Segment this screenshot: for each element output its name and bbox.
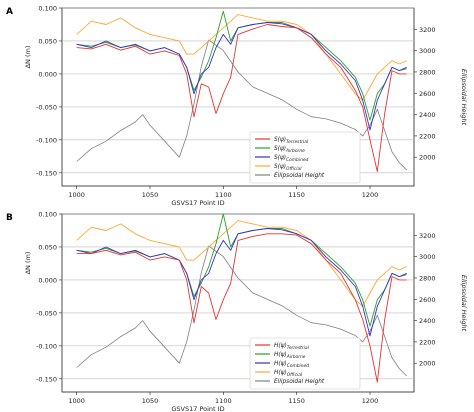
y2-tick-label: 3200	[419, 232, 436, 240]
y2-tick-label: 2200	[419, 132, 436, 140]
y2-tick-label: 2200	[419, 338, 436, 346]
legend-label-sub: Terrestrial	[286, 139, 309, 145]
legend-label-main: H(ψ)	[274, 370, 287, 376]
series-line-terrestrial	[76, 233, 407, 383]
y2-tick-label: 2600	[419, 296, 436, 304]
x-axis-label: GSVS17 Point ID	[171, 405, 224, 412]
legend-label-main: Ellipsoidal Height	[274, 379, 325, 385]
y2-tick-label: 2600	[419, 90, 436, 98]
y-tick-label: -0.050	[36, 309, 57, 317]
series-line-combined	[76, 228, 407, 337]
series-line-official	[76, 220, 407, 307]
legend-label: S(ψ)Official	[274, 164, 302, 172]
legend-label-sub: Airborne	[285, 148, 305, 154]
x-tick-label: 1150	[288, 191, 305, 199]
x-tick-label: 1150	[288, 397, 305, 405]
y-tick-label: 0.050	[38, 243, 57, 251]
x-tick-label: 1050	[142, 191, 159, 199]
y2-tick-label: 3200	[419, 26, 436, 34]
y-tick-label: -0.100	[36, 342, 57, 350]
y2-tick-label: 2400	[419, 317, 436, 325]
legend-box	[249, 131, 361, 184]
y2-tick-label: 2000	[419, 360, 436, 368]
series-line-terrestrial	[76, 24, 407, 172]
series-line-ellipsoidal-height	[76, 39, 407, 171]
legend-label: S(ψ)Terrestrial	[274, 137, 309, 145]
y-tick-label: -0.100	[36, 136, 57, 144]
y2-tick-label: 2000	[419, 154, 436, 162]
y2-axis-label: Ellipsoidal Height	[460, 275, 468, 332]
x-tick-label: 1200	[362, 191, 379, 199]
y-tick-label: 0.100	[38, 5, 57, 13]
legend-label-main: S(ψ)	[274, 146, 286, 152]
x-tick-label: 1000	[68, 397, 85, 405]
legend-label-main: S(ψ)	[274, 164, 286, 170]
chart-panel-b: B 0.100 0.050 0.000 -0.050 -0.100 -0.150 3200 30…	[6, 211, 468, 412]
panel-label: A	[6, 7, 13, 17]
legend-label-main: H(ψ)	[274, 361, 287, 367]
chart-panel-a: A 0.100 0.050 0.000 -0.050 -0.100 -0.150 3200 30…	[6, 5, 468, 208]
x-tick-label: 1200	[362, 397, 379, 405]
x-tick-label: 1000	[68, 191, 85, 199]
y2-tick-label: 2400	[419, 111, 436, 119]
x-tick-label: 1100	[215, 191, 232, 199]
legend-label-sub: Combined	[286, 157, 309, 163]
y2-tick-label: 3000	[419, 253, 436, 261]
legend-label-sub: Combined	[287, 363, 310, 369]
x-axis-label: GSVS17 Point ID	[171, 199, 224, 207]
y-axis-label: ΔN (m)	[24, 252, 32, 275]
y-tick-label: 0.000	[38, 70, 57, 78]
legend-label-main: S(ψ)	[274, 155, 286, 161]
y-tick-label: -0.050	[36, 103, 57, 111]
y-tick-label: 0.050	[38, 37, 57, 45]
legend-label: H(ψ)Terrestrial	[274, 343, 310, 351]
legend-label-main: Ellipsoidal Height	[274, 173, 325, 179]
panel-label: B	[6, 213, 13, 223]
legend-label-main: S(ψ)	[274, 137, 286, 143]
legend-label: S(ψ)Combined	[274, 155, 309, 163]
legend-label-sub: Official	[287, 372, 303, 378]
legend-label-sub: Terrestrial	[287, 345, 310, 351]
legend-label: H(ψ)Combined	[274, 361, 309, 369]
legend: H(ψ)TerrestrialH(ψ)AirborneH(ψ)CombinedH…	[249, 337, 361, 390]
series-line-official	[76, 14, 407, 101]
y2-tick-label: 3000	[419, 47, 436, 55]
series-line-ellipsoidal-height	[76, 245, 407, 377]
legend-label-sub: Airborne	[286, 354, 306, 360]
legend-label-sub: Official	[286, 166, 302, 172]
y-tick-label: 0.100	[38, 211, 57, 219]
x-tick-label: 1050	[142, 397, 159, 405]
legend-label: H(ψ)Airborne	[274, 352, 306, 360]
y-tick-label: -0.150	[36, 169, 57, 177]
legend-label: S(ψ)Airborne	[274, 146, 305, 154]
legend: S(ψ)TerrestrialS(ψ)AirborneS(ψ)CombinedS…	[249, 131, 361, 184]
legend-label: Ellipsoidal Height	[274, 173, 325, 179]
y2-tick-label: 2800	[419, 68, 436, 76]
series-line-combined	[76, 22, 407, 131]
legend-label-main: H(ψ)	[274, 343, 287, 349]
y2-axis-label: Ellipsoidal Height	[460, 69, 468, 126]
y2-tick-label: 2800	[419, 274, 436, 282]
legend-label-main: H(ψ)	[274, 352, 287, 358]
y-axis-label: ΔN (m)	[24, 46, 32, 69]
y-tick-label: 0.000	[38, 276, 57, 284]
legend-label: Ellipsoidal Height	[274, 379, 325, 385]
legend-label: H(ψ)Official	[274, 370, 303, 378]
legend-box	[249, 337, 361, 390]
x-tick-label: 1100	[215, 397, 232, 405]
y-tick-label: -0.150	[36, 375, 57, 383]
